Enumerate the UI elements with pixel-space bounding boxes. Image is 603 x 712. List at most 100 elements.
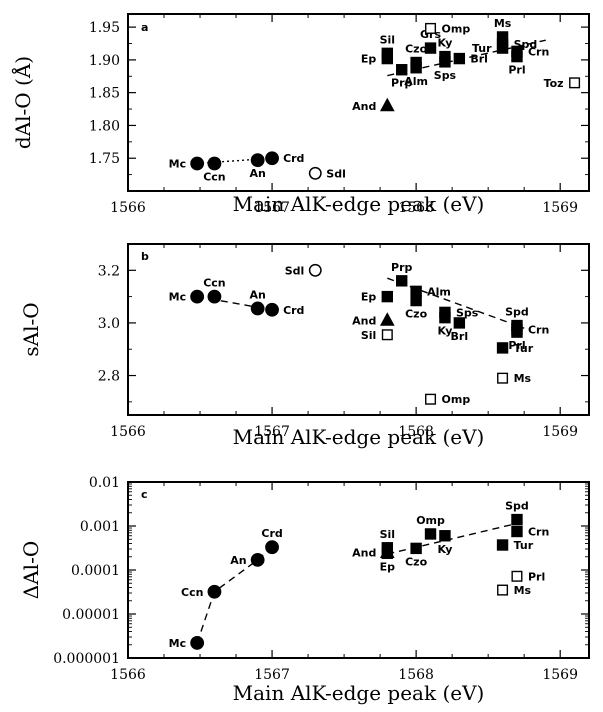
data-label-czo: Czo	[405, 308, 427, 321]
data-label-tur: Tur	[514, 342, 534, 355]
data-label-ms: Ms	[494, 17, 512, 30]
data-label-crn: Crn	[528, 324, 549, 337]
x-axis-title: Main AlK-edge peak (eV)	[233, 192, 485, 216]
point-ky	[439, 311, 451, 324]
data-label-ep: Ep	[361, 53, 377, 66]
point-tur	[496, 42, 509, 54]
point-crd	[265, 540, 279, 555]
point-prl	[511, 570, 523, 582]
point-an	[250, 301, 265, 316]
data-label-ms: Ms	[514, 584, 532, 597]
point-tur	[496, 342, 509, 354]
data-label-ccn: Ccn	[203, 277, 225, 290]
y-axis-title: dAl-O (Å)	[10, 56, 35, 149]
point-prp	[396, 64, 408, 76]
point-ep	[381, 290, 394, 303]
point-and	[379, 97, 395, 112]
x-tick-label: 1569	[542, 667, 578, 683]
data-label-sps: Sps	[456, 306, 479, 319]
point-czo	[410, 542, 422, 555]
data-label-crd: Crd	[283, 304, 304, 317]
data-label-and: And	[352, 546, 376, 559]
trend-line	[196, 546, 273, 644]
x-axis-title: Main AlK-edge peak (eV)	[233, 681, 485, 705]
data-label-sil: Sil	[361, 329, 376, 342]
data-label-sil: Sil	[380, 528, 395, 541]
point-sps	[439, 56, 451, 68]
point-prl	[511, 50, 523, 63]
point-omp	[425, 22, 437, 34]
data-label-ep: Ep	[380, 560, 396, 573]
point-czo	[410, 56, 422, 69]
data-label-omp: Omp	[442, 22, 471, 35]
data-label-ep: Ep	[361, 291, 377, 304]
data-label-sil: Sil	[380, 33, 395, 46]
point-ccn	[207, 289, 222, 304]
x-tick-label: 1569	[542, 200, 578, 216]
data-label-brl: Brl	[451, 330, 469, 343]
data-label-alm: Alm	[427, 285, 451, 298]
x-tick-label: 1568	[398, 667, 434, 683]
point-crn	[511, 525, 523, 538]
panel-label: c	[141, 488, 148, 501]
point-mc	[190, 636, 205, 650]
data-label-tur: Tur	[472, 42, 492, 55]
point-spd	[511, 513, 523, 526]
point-sdl	[308, 263, 322, 277]
plot-frame	[127, 13, 590, 192]
data-label-an: An	[249, 288, 265, 301]
y-tick-label: 0.01	[89, 475, 120, 491]
point-brl	[453, 317, 466, 329]
x-tick-label: 1566	[110, 424, 146, 440]
data-label-and: And	[352, 314, 376, 327]
y-tick-label: 1.75	[89, 151, 120, 167]
point-sil	[381, 329, 393, 341]
data-label-crn: Crn	[528, 45, 549, 58]
data-label-tur: Tur	[514, 539, 534, 552]
point-ccn	[207, 156, 222, 171]
data-label-czo: Czo	[405, 555, 427, 568]
data-label-omp: Omp	[416, 514, 445, 527]
point-czo	[410, 294, 422, 307]
data-label-prp: Prp	[391, 77, 412, 90]
point-and	[379, 312, 395, 326]
point-mc	[190, 289, 205, 304]
y-axis-title: ΔAl-O	[19, 541, 43, 599]
panel-b: b 1566 1567 1568 1569 2.8 3.0 3.2 Main AlK-edge …	[19, 243, 590, 449]
data-label-ccn: Ccn	[203, 170, 225, 183]
x-tick-label: 1568	[398, 424, 434, 440]
data-label-prl: Prl	[528, 570, 545, 583]
x-tick-label: 1567	[254, 424, 290, 440]
point-toz	[569, 77, 581, 89]
data-label-czo: Czo	[405, 43, 427, 56]
data-label-ky: Ky	[437, 37, 452, 50]
data-label-spd: Spd	[505, 306, 529, 319]
data-label-ccn: Ccn	[181, 586, 203, 599]
y-tick-label: 2.8	[98, 369, 120, 385]
data-label-prp: Prp	[391, 261, 412, 274]
point-brl	[453, 52, 466, 65]
y-tick-label: 0.00001	[62, 607, 120, 623]
data-label-toz: Toz	[544, 77, 564, 90]
point-ky	[439, 530, 451, 542]
y-tick-label: 1.95	[89, 20, 120, 36]
y-tick-label: 3.0	[98, 316, 120, 332]
point-ccn	[207, 584, 222, 599]
data-label-mc: Mc	[169, 291, 186, 304]
point-prl	[511, 326, 523, 338]
data-label-brl: Brl	[470, 53, 488, 66]
x-tick-label: 1566	[110, 667, 146, 683]
data-label-ms: Ms	[514, 372, 532, 385]
x-tick-label: 1569	[542, 424, 578, 440]
point-an	[250, 552, 265, 567]
plot-frame	[127, 243, 590, 416]
trend-line	[387, 277, 525, 329]
y-tick-label: 3.2	[98, 263, 120, 279]
point-ep	[381, 547, 394, 559]
data-label-crd: Crd	[261, 527, 282, 540]
point-omp	[425, 393, 437, 405]
data-label-crn: Crn	[528, 525, 549, 538]
y-axis-title: sAl-O	[19, 302, 43, 356]
point-ms	[497, 372, 509, 384]
y-tick-label: 0.001	[80, 519, 120, 535]
